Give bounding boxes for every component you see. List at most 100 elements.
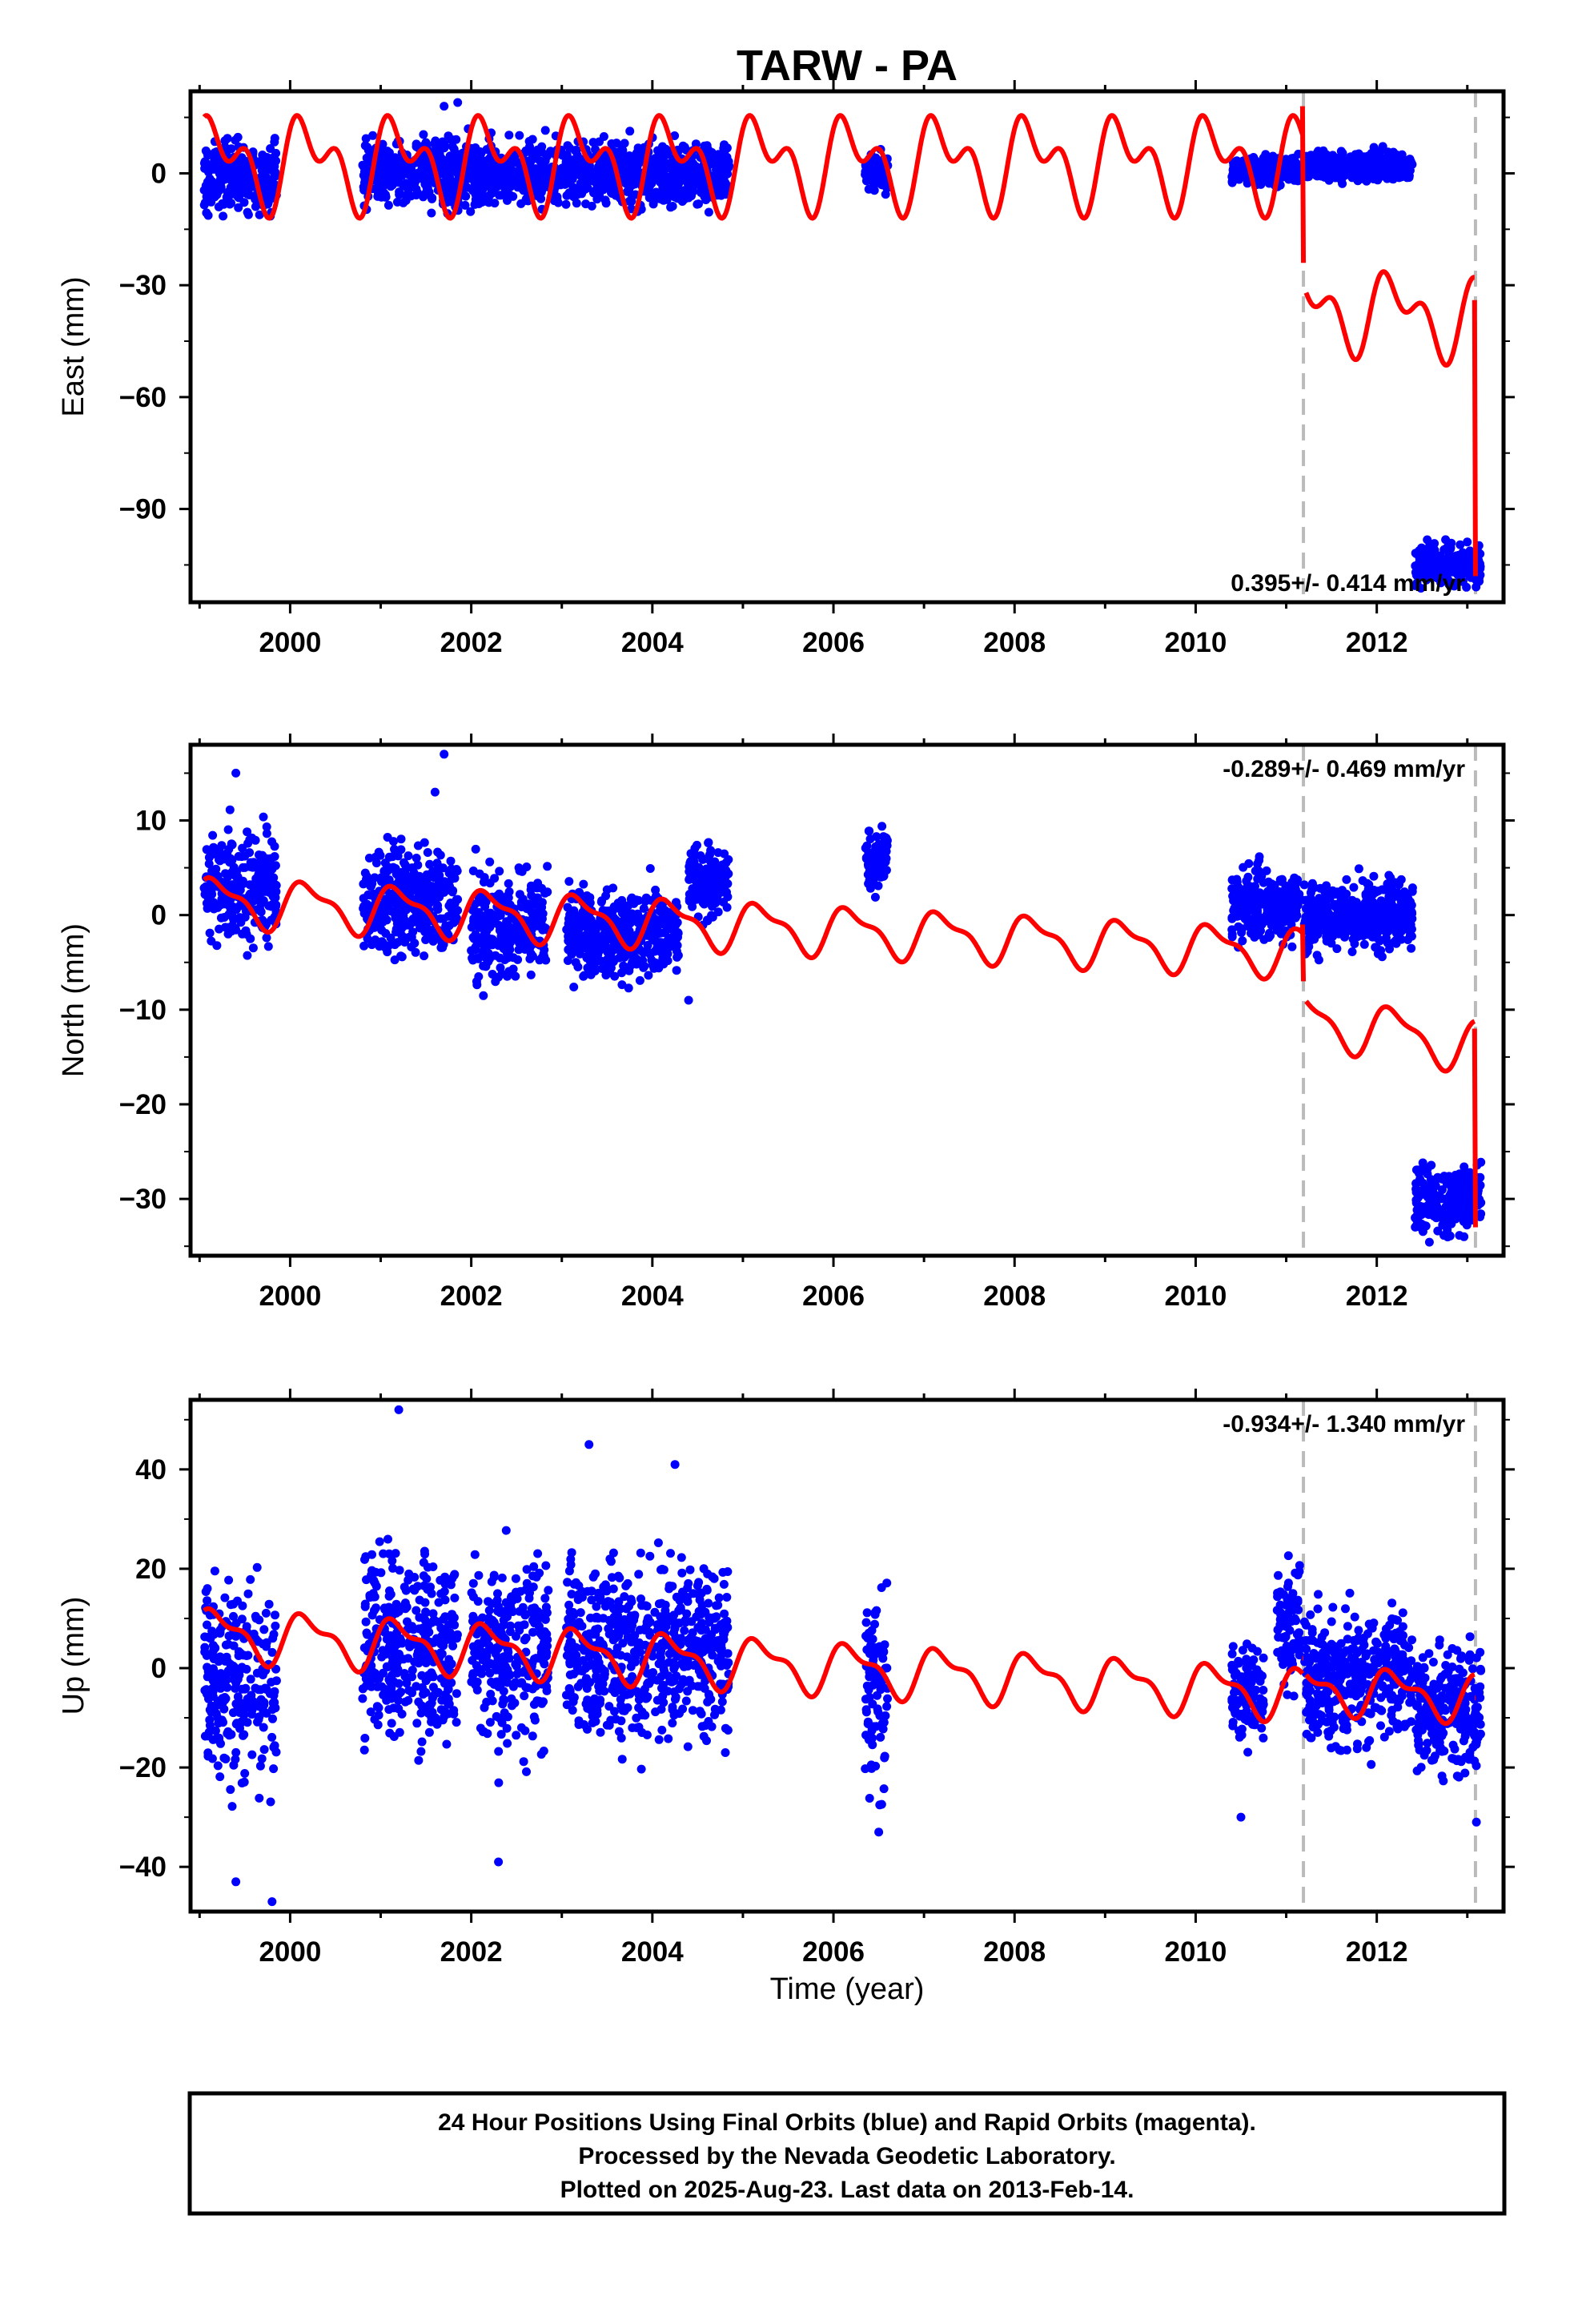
data-point — [871, 176, 881, 186]
data-point — [270, 170, 279, 179]
data-point — [478, 913, 488, 923]
data-point — [702, 915, 712, 925]
data-point — [380, 943, 390, 952]
data-point — [645, 864, 655, 873]
data-point — [444, 911, 453, 921]
data-point — [375, 187, 383, 196]
data-point — [699, 877, 709, 887]
data-point — [1306, 166, 1315, 175]
data-point — [862, 173, 872, 183]
data-point — [444, 868, 454, 878]
data-point — [420, 951, 429, 961]
data-point — [472, 190, 482, 199]
data-point — [668, 167, 677, 176]
data-point — [586, 970, 596, 979]
data-point — [1340, 932, 1349, 942]
data-point — [872, 853, 881, 862]
data-point — [689, 895, 698, 904]
data-point — [1428, 542, 1438, 552]
data-point — [1445, 1199, 1455, 1208]
data-point — [236, 918, 246, 927]
data-point — [512, 935, 521, 944]
data-point — [597, 896, 607, 906]
data-point — [377, 167, 387, 177]
data-point — [362, 153, 371, 163]
data-point — [719, 175, 729, 184]
data-point — [225, 175, 235, 184]
data-point — [526, 970, 536, 979]
data-point — [1254, 175, 1263, 184]
data-point — [1243, 179, 1252, 188]
data-point — [719, 143, 729, 153]
data-point — [499, 180, 508, 189]
data-point — [245, 176, 255, 186]
data-point — [1320, 923, 1330, 932]
data-point — [433, 863, 443, 873]
data-point — [1369, 871, 1379, 881]
model-step-east — [1472, 300, 1478, 577]
data-point — [227, 144, 236, 154]
data-point — [644, 183, 653, 193]
data-point — [664, 915, 673, 924]
data-point — [1353, 167, 1362, 176]
data-point — [379, 150, 388, 159]
data-point — [1376, 946, 1386, 955]
data-point — [360, 141, 370, 151]
data-point — [580, 170, 590, 179]
y-tick-label: 0 — [151, 158, 167, 189]
data-point — [225, 805, 235, 814]
data-point — [1364, 919, 1374, 928]
data-point — [1348, 935, 1358, 944]
data-point — [421, 176, 431, 186]
data-point — [227, 165, 236, 175]
data-point — [263, 942, 273, 951]
data-point — [563, 956, 572, 965]
data-point — [627, 196, 636, 206]
data-point — [1312, 148, 1322, 158]
data-point — [453, 906, 463, 915]
data-point — [231, 925, 241, 935]
data-point — [215, 856, 225, 866]
data-point — [677, 174, 686, 183]
data-point — [877, 871, 886, 881]
data-point — [572, 943, 580, 951]
data-point — [1354, 864, 1363, 874]
data-point-outlier — [453, 98, 463, 107]
y-tick-label: −30 — [119, 270, 167, 301]
data-point — [404, 851, 413, 861]
data-point — [1359, 939, 1369, 949]
data-point — [203, 187, 213, 196]
data-point — [371, 935, 380, 945]
data-point — [1399, 915, 1408, 925]
data-point — [1259, 878, 1268, 887]
data-point — [499, 174, 508, 183]
data-point — [471, 844, 480, 854]
data-point — [527, 881, 536, 891]
data-point — [504, 131, 514, 140]
data-point — [627, 909, 636, 919]
data-point — [1261, 150, 1271, 159]
data-point — [1323, 895, 1332, 904]
data-point — [1396, 935, 1406, 944]
data-point — [704, 838, 713, 847]
data-point — [234, 203, 243, 212]
data-point — [225, 909, 235, 919]
data-point — [1290, 175, 1299, 185]
data-point — [696, 851, 705, 860]
data-point — [427, 208, 436, 218]
data-point — [699, 886, 709, 895]
data-point — [697, 185, 706, 195]
data-point — [359, 941, 369, 951]
x-tick-label: 2000 — [259, 627, 321, 658]
data-point — [377, 926, 387, 935]
data-point — [648, 922, 657, 931]
data-point — [624, 983, 633, 993]
data-point — [522, 943, 532, 953]
data-point — [237, 852, 247, 862]
data-point — [238, 176, 247, 186]
data-point — [644, 971, 653, 980]
data-point — [543, 887, 552, 897]
data-point — [471, 171, 480, 180]
data-point — [1322, 883, 1331, 893]
data-point — [446, 176, 456, 186]
